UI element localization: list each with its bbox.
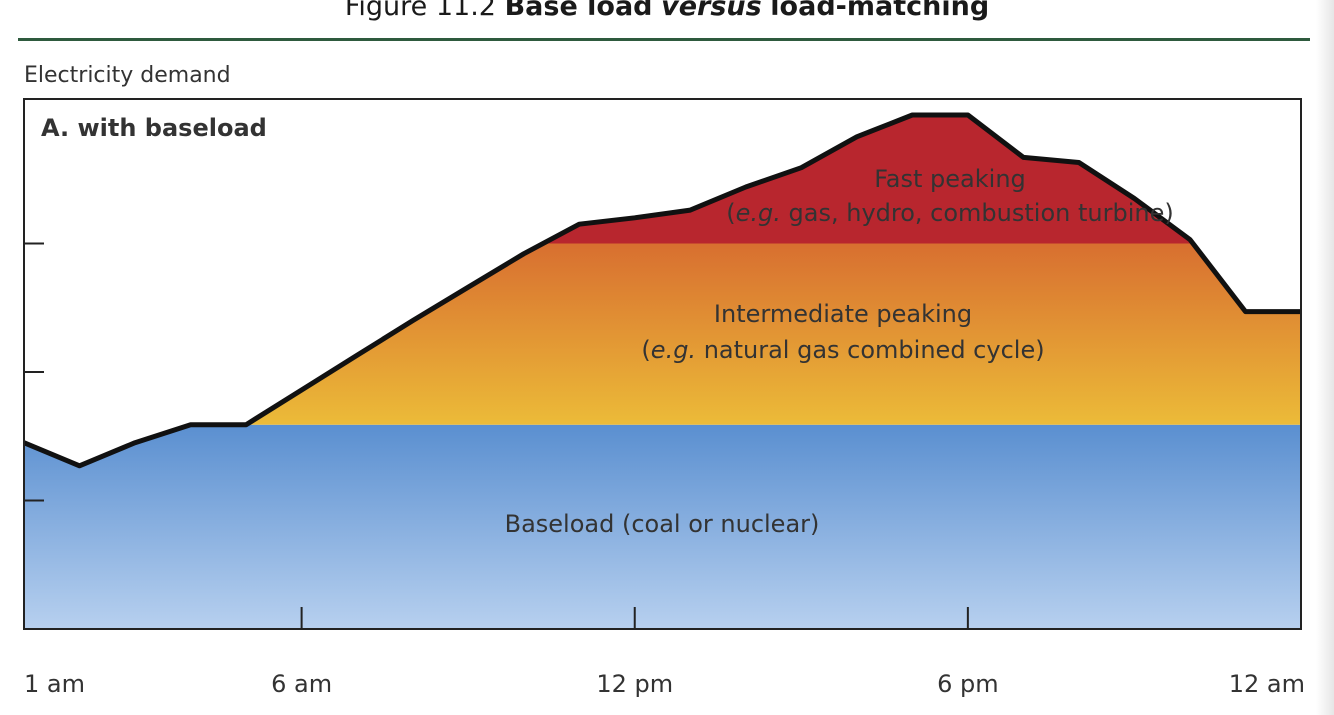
title-rule	[18, 38, 1310, 41]
x-tick-labels: 1 am 6 am 12 pm 6 pm 12 am	[24, 670, 1305, 698]
x-tick-label: 6 am	[271, 670, 332, 698]
intermediate-peaking-area	[24, 243, 1301, 466]
layer-label-intermediate-line1: Intermediate peaking	[714, 300, 972, 328]
x-tick-label: 12 pm	[596, 670, 673, 698]
x-ticks	[300, 607, 969, 629]
plot-area	[23, 98, 1302, 630]
layer-label-baseload: Baseload (coal or nuclear)	[505, 510, 820, 538]
chart-panel-title: A. with baseload	[41, 114, 267, 142]
demand-curve-line	[23, 112, 1301, 469]
plot-frame	[23, 98, 1302, 630]
y-ticks	[24, 242, 44, 502]
layer-label-fast-line1: Fast peaking	[874, 165, 1026, 193]
layer-label-intermediate-line2: (e.g. natural gas combined cycle)	[641, 336, 1044, 364]
figure-title-part1: Base load	[504, 0, 653, 22]
page-edge-shadow	[1316, 0, 1334, 715]
layer-label-fast-line2: (e.g. gas, hydro, combustion turbine)	[726, 199, 1173, 227]
x-tick-label: 6 pm	[937, 670, 999, 698]
baseload-area	[24, 424, 1301, 629]
figure-number: Figure 11.2	[344, 0, 496, 22]
figure-title-part3: load-matching	[770, 0, 990, 22]
fast-peaking-area	[24, 115, 1301, 466]
x-tick-label: 1 am	[24, 670, 85, 698]
figure-title-part2: versus	[661, 0, 762, 22]
y-axis-label: Electricity demand	[24, 63, 231, 88]
x-tick-label: 12 am	[1229, 670, 1305, 698]
figure-title: Figure 11.2 Base load versus load-matchi…	[0, 0, 1334, 22]
